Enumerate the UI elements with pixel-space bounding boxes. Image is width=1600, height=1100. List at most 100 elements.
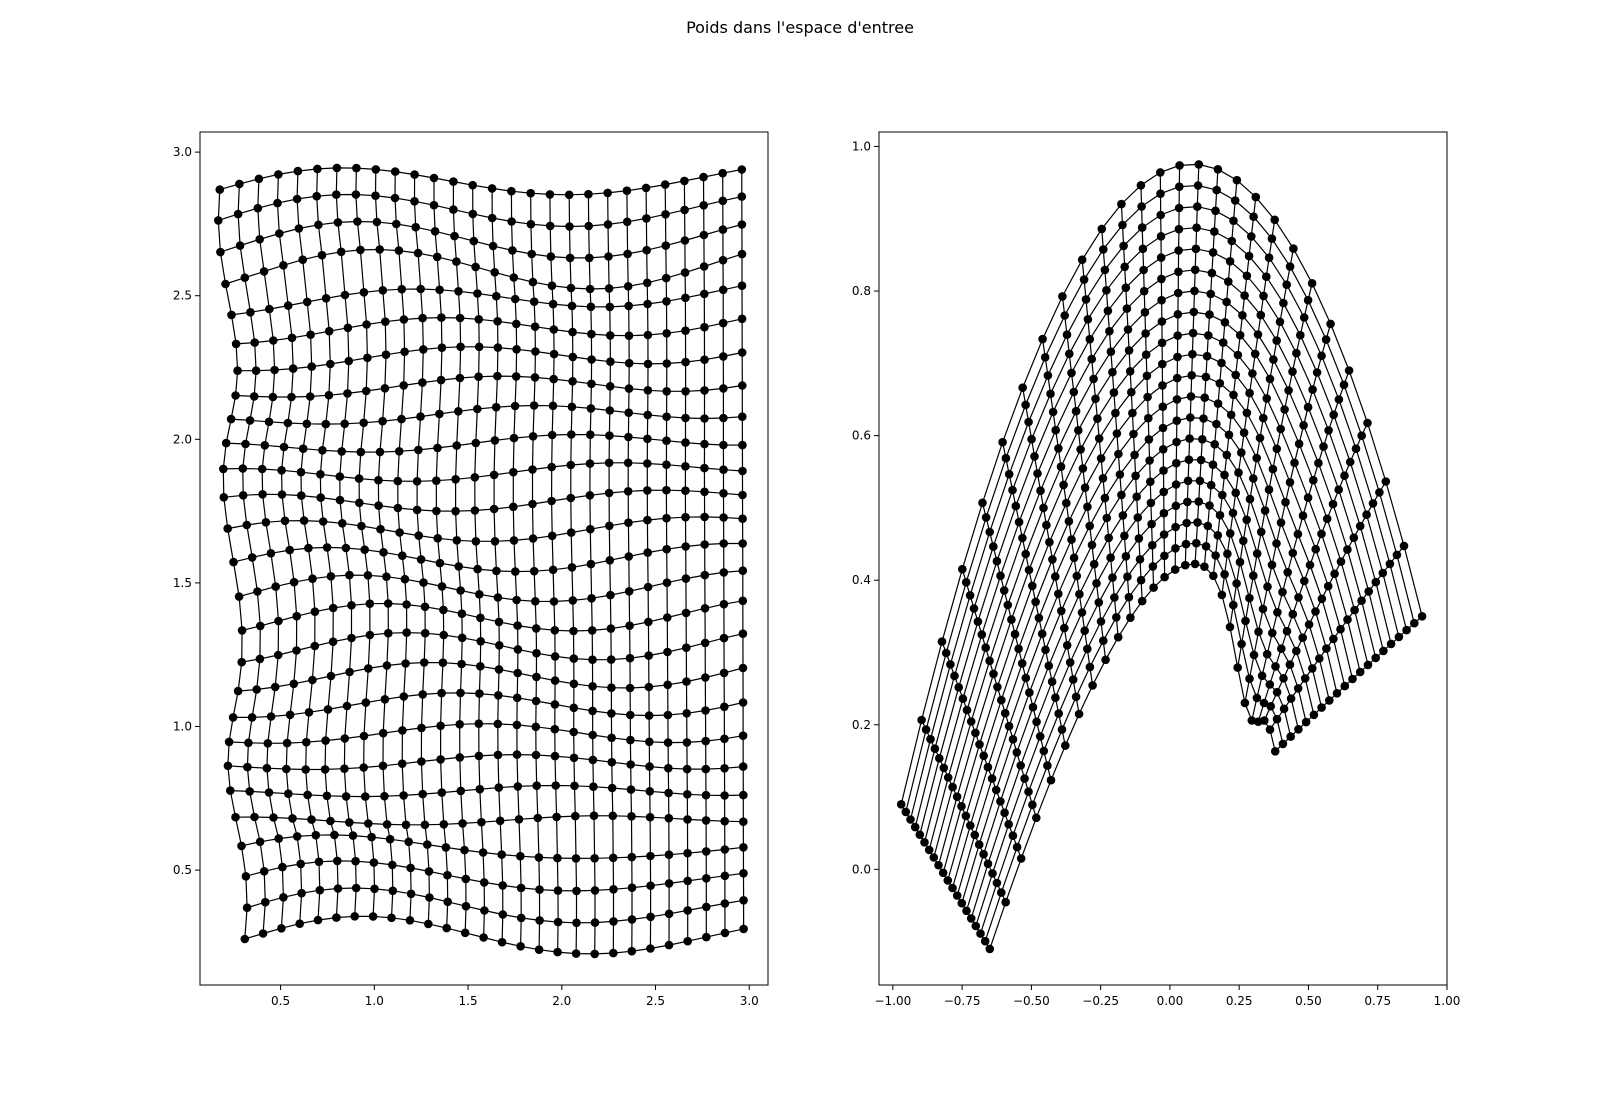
left-mesh-node <box>645 737 654 747</box>
right-mesh-node <box>1300 576 1309 586</box>
left-mesh-node <box>516 942 525 951</box>
left-mesh-node <box>259 867 269 876</box>
right-mesh-node <box>1106 347 1116 357</box>
left-mesh-node <box>476 637 486 646</box>
right-mesh-node <box>1020 774 1029 783</box>
right-mesh-node <box>1257 671 1267 681</box>
right-mesh-node <box>1371 653 1380 663</box>
left-mesh-node <box>493 719 503 729</box>
left-mesh-node <box>437 582 447 591</box>
right-mesh-node <box>1293 684 1303 693</box>
left-mesh-node <box>487 184 497 193</box>
right-mesh-node <box>946 660 955 669</box>
left-mesh-node <box>606 590 615 600</box>
right-mesh-node <box>1262 272 1271 282</box>
right-mesh-node <box>1394 632 1404 642</box>
left-mesh-node <box>644 651 653 660</box>
right-mesh-node <box>1192 223 1201 232</box>
right-mesh-node <box>910 822 920 832</box>
right-mesh-node <box>975 740 984 749</box>
left-mesh-node <box>625 621 634 630</box>
left-mesh-node <box>326 671 336 681</box>
left-mesh-node <box>495 641 504 650</box>
left-mesh-node <box>381 317 390 327</box>
left-mesh-row <box>241 834 744 860</box>
right-mesh-node <box>1001 453 1011 463</box>
left-mesh-node <box>627 883 637 892</box>
left-mesh-node <box>378 416 387 426</box>
left-mesh-node <box>700 570 710 580</box>
left-mesh-row <box>231 404 743 425</box>
right-mesh-node <box>1159 466 1168 475</box>
left-mesh-node <box>718 168 727 178</box>
right-mesh-node <box>1137 596 1147 606</box>
right-mesh-node <box>1032 717 1041 727</box>
left-mesh-node <box>605 556 615 565</box>
right-mesh-node <box>1068 675 1078 684</box>
left-mesh-node <box>512 693 522 703</box>
right-mesh-node <box>1193 202 1202 211</box>
left-mesh-node <box>624 301 633 311</box>
right-mesh-node <box>1244 251 1254 261</box>
left-mesh-row <box>235 375 743 398</box>
right-mesh-node <box>1278 739 1288 749</box>
left-mesh-node <box>375 245 385 254</box>
right-mesh-node <box>1136 181 1146 190</box>
right-mesh-node <box>1242 271 1252 281</box>
right-mesh-node <box>1292 348 1301 358</box>
left-mesh-node <box>351 856 360 866</box>
left-mesh-node <box>270 682 280 692</box>
left-mesh-node <box>700 487 709 497</box>
left-mesh-node <box>683 815 692 824</box>
left-mesh-node <box>242 903 252 912</box>
left-mesh-node <box>738 539 747 548</box>
left-mesh-node <box>643 410 652 420</box>
left-mesh-node <box>258 929 268 938</box>
left-mesh-node <box>302 737 311 747</box>
right-mesh-node <box>952 792 962 801</box>
left-mesh-node <box>354 474 364 483</box>
right-mesh-node <box>1156 210 1165 220</box>
left-mesh-node <box>274 170 283 179</box>
right-mesh-node <box>1100 493 1110 503</box>
right-mesh-node <box>1087 540 1097 550</box>
left-mesh-node <box>564 190 574 200</box>
right-mesh-node <box>992 556 1002 566</box>
left-mesh-node <box>332 190 341 199</box>
left-mesh-node <box>681 438 690 447</box>
left-mesh-node <box>565 253 575 263</box>
right-mesh-node <box>1039 503 1048 513</box>
left-mesh-node <box>664 763 673 773</box>
left-mesh-node <box>395 528 404 537</box>
right-mesh-node <box>1264 485 1274 495</box>
left-mesh-node <box>585 491 595 500</box>
left-mesh-node <box>680 205 689 215</box>
left-mesh-node <box>510 294 520 304</box>
left-mesh-node <box>586 524 595 534</box>
right-mesh-node <box>1039 746 1049 756</box>
right-mesh-node <box>1298 511 1308 520</box>
left-mesh-node <box>627 946 637 956</box>
right-mesh-node <box>1272 444 1282 454</box>
right-mesh-node <box>1308 385 1317 394</box>
right-mesh-node <box>1232 579 1241 588</box>
left-mesh-node <box>416 412 425 421</box>
left-mesh-node <box>432 252 442 262</box>
left-mesh-row <box>231 285 743 316</box>
left-mesh-node <box>550 700 560 709</box>
right-mesh-node <box>1379 646 1388 656</box>
left-mesh-node <box>433 534 443 543</box>
left-mesh-node <box>739 896 748 905</box>
left-mesh-node <box>460 928 470 938</box>
left-mesh-node <box>474 751 484 761</box>
right-mesh-node <box>1051 572 1060 581</box>
left-mesh-node <box>437 343 447 353</box>
right-mesh-node <box>1144 413 1153 423</box>
right-mesh-node <box>1018 383 1027 393</box>
left-mesh-node <box>700 540 709 549</box>
left-mesh-row <box>236 316 743 345</box>
right-mesh-node <box>1102 513 1112 523</box>
left-mesh-node <box>240 934 250 944</box>
right-mesh-node <box>988 869 997 878</box>
left-mesh-node <box>662 297 671 306</box>
